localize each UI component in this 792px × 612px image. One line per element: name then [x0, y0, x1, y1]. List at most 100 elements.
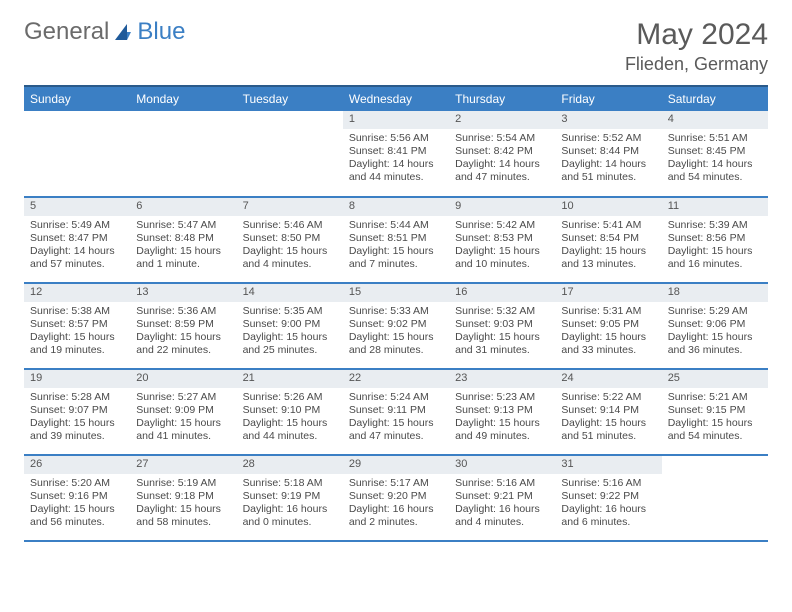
calendar-day-cell: 12Sunrise: 5:38 AMSunset: 8:57 PMDayligh… — [24, 283, 130, 369]
calendar-day-cell: 15Sunrise: 5:33 AMSunset: 9:02 PMDayligh… — [343, 283, 449, 369]
calendar-day-cell: 28Sunrise: 5:18 AMSunset: 9:19 PMDayligh… — [237, 455, 343, 541]
sunset-line: Sunset: 8:57 PM — [30, 318, 124, 331]
sunset-line: Sunset: 9:19 PM — [243, 490, 337, 503]
day-number: 17 — [555, 284, 661, 302]
sunset-line: Sunset: 9:02 PM — [349, 318, 443, 331]
day-number: 30 — [449, 456, 555, 474]
sunrise-line: Sunrise: 5:41 AM — [561, 219, 655, 232]
sunset-line: Sunset: 9:00 PM — [243, 318, 337, 331]
sunset-line: Sunset: 9:14 PM — [561, 404, 655, 417]
sunset-line: Sunset: 9:15 PM — [668, 404, 762, 417]
day-details: Sunrise: 5:54 AMSunset: 8:42 PMDaylight:… — [449, 129, 555, 189]
sunset-line: Sunset: 9:20 PM — [349, 490, 443, 503]
daylight-line: Daylight: 15 hours and 7 minutes. — [349, 245, 443, 271]
sunrise-line: Sunrise: 5:17 AM — [349, 477, 443, 490]
day-number: 6 — [130, 198, 236, 216]
day-details: Sunrise: 5:39 AMSunset: 8:56 PMDaylight:… — [662, 216, 768, 276]
calendar-day-cell: 11Sunrise: 5:39 AMSunset: 8:56 PMDayligh… — [662, 197, 768, 283]
sunset-line: Sunset: 9:07 PM — [30, 404, 124, 417]
calendar-day-cell: 27Sunrise: 5:19 AMSunset: 9:18 PMDayligh… — [130, 455, 236, 541]
weekday-header: Wednesday — [343, 86, 449, 111]
calendar-day-cell: 2Sunrise: 5:54 AMSunset: 8:42 PMDaylight… — [449, 111, 555, 197]
day-number: 3 — [555, 111, 661, 129]
daylight-line: Daylight: 15 hours and 25 minutes. — [243, 331, 337, 357]
calendar-day-cell — [662, 455, 768, 541]
day-details: Sunrise: 5:36 AMSunset: 8:59 PMDaylight:… — [130, 302, 236, 362]
calendar-day-cell: 23Sunrise: 5:23 AMSunset: 9:13 PMDayligh… — [449, 369, 555, 455]
calendar-day-cell: 20Sunrise: 5:27 AMSunset: 9:09 PMDayligh… — [130, 369, 236, 455]
location: Flieden, Germany — [625, 54, 768, 75]
daylight-line: Daylight: 16 hours and 0 minutes. — [243, 503, 337, 529]
calendar-day-cell: 16Sunrise: 5:32 AMSunset: 9:03 PMDayligh… — [449, 283, 555, 369]
sunrise-line: Sunrise: 5:31 AM — [561, 305, 655, 318]
day-details: Sunrise: 5:38 AMSunset: 8:57 PMDaylight:… — [24, 302, 130, 362]
day-number: 7 — [237, 198, 343, 216]
sunrise-line: Sunrise: 5:39 AM — [668, 219, 762, 232]
sunset-line: Sunset: 8:47 PM — [30, 232, 124, 245]
day-details: Sunrise: 5:35 AMSunset: 9:00 PMDaylight:… — [237, 302, 343, 362]
day-details: Sunrise: 5:52 AMSunset: 8:44 PMDaylight:… — [555, 129, 661, 189]
sunrise-line: Sunrise: 5:24 AM — [349, 391, 443, 404]
sunset-line: Sunset: 9:18 PM — [136, 490, 230, 503]
calendar-day-cell: 5Sunrise: 5:49 AMSunset: 8:47 PMDaylight… — [24, 197, 130, 283]
daylight-line: Daylight: 15 hours and 54 minutes. — [668, 417, 762, 443]
day-details: Sunrise: 5:29 AMSunset: 9:06 PMDaylight:… — [662, 302, 768, 362]
daylight-line: Daylight: 15 hours and 1 minute. — [136, 245, 230, 271]
weekday-header: Thursday — [449, 86, 555, 111]
sunrise-line: Sunrise: 5:23 AM — [455, 391, 549, 404]
sunrise-line: Sunrise: 5:46 AM — [243, 219, 337, 232]
calendar-day-cell — [130, 111, 236, 197]
day-number: 31 — [555, 456, 661, 474]
logo-text-1: General — [24, 18, 109, 46]
sunrise-line: Sunrise: 5:54 AM — [455, 132, 549, 145]
calendar-table: SundayMondayTuesdayWednesdayThursdayFrid… — [24, 85, 768, 542]
calendar-day-cell: 30Sunrise: 5:16 AMSunset: 9:21 PMDayligh… — [449, 455, 555, 541]
daylight-line: Daylight: 15 hours and 19 minutes. — [30, 331, 124, 357]
daylight-line: Daylight: 15 hours and 28 minutes. — [349, 331, 443, 357]
header: General Blue May 2024 Flieden, Germany — [24, 18, 768, 75]
sunset-line: Sunset: 9:11 PM — [349, 404, 443, 417]
day-details: Sunrise: 5:41 AMSunset: 8:54 PMDaylight:… — [555, 216, 661, 276]
calendar-day-cell: 24Sunrise: 5:22 AMSunset: 9:14 PMDayligh… — [555, 369, 661, 455]
day-details: Sunrise: 5:22 AMSunset: 9:14 PMDaylight:… — [555, 388, 661, 448]
day-details: Sunrise: 5:49 AMSunset: 8:47 PMDaylight:… — [24, 216, 130, 276]
weekday-header: Tuesday — [237, 86, 343, 111]
sunset-line: Sunset: 9:10 PM — [243, 404, 337, 417]
sunset-line: Sunset: 8:44 PM — [561, 145, 655, 158]
sunset-line: Sunset: 9:16 PM — [30, 490, 124, 503]
day-number: 28 — [237, 456, 343, 474]
day-number: 16 — [449, 284, 555, 302]
day-details: Sunrise: 5:16 AMSunset: 9:21 PMDaylight:… — [449, 474, 555, 534]
day-number: 12 — [24, 284, 130, 302]
day-number: 27 — [130, 456, 236, 474]
calendar-day-cell: 18Sunrise: 5:29 AMSunset: 9:06 PMDayligh… — [662, 283, 768, 369]
sunrise-line: Sunrise: 5:42 AM — [455, 219, 549, 232]
day-number: 9 — [449, 198, 555, 216]
daylight-line: Daylight: 15 hours and 16 minutes. — [668, 245, 762, 271]
sunset-line: Sunset: 9:06 PM — [668, 318, 762, 331]
daylight-line: Daylight: 15 hours and 41 minutes. — [136, 417, 230, 443]
day-number: 29 — [343, 456, 449, 474]
day-details: Sunrise: 5:46 AMSunset: 8:50 PMDaylight:… — [237, 216, 343, 276]
daylight-line: Daylight: 15 hours and 33 minutes. — [561, 331, 655, 357]
sunset-line: Sunset: 9:05 PM — [561, 318, 655, 331]
calendar-week-row: 1Sunrise: 5:56 AMSunset: 8:41 PMDaylight… — [24, 111, 768, 197]
day-details: Sunrise: 5:51 AMSunset: 8:45 PMDaylight:… — [662, 129, 768, 189]
weekday-header: Sunday — [24, 86, 130, 111]
sunset-line: Sunset: 8:56 PM — [668, 232, 762, 245]
sunrise-line: Sunrise: 5:44 AM — [349, 219, 443, 232]
daylight-line: Daylight: 15 hours and 44 minutes. — [243, 417, 337, 443]
day-number: 4 — [662, 111, 768, 129]
sunrise-line: Sunrise: 5:20 AM — [30, 477, 124, 490]
sunrise-line: Sunrise: 5:35 AM — [243, 305, 337, 318]
sunrise-line: Sunrise: 5:47 AM — [136, 219, 230, 232]
sunrise-line: Sunrise: 5:36 AM — [136, 305, 230, 318]
sunrise-line: Sunrise: 5:16 AM — [561, 477, 655, 490]
day-number: 23 — [449, 370, 555, 388]
daylight-line: Daylight: 16 hours and 2 minutes. — [349, 503, 443, 529]
logo-sail-icon — [113, 22, 133, 42]
weekday-header: Saturday — [662, 86, 768, 111]
sunset-line: Sunset: 8:48 PM — [136, 232, 230, 245]
daylight-line: Daylight: 15 hours and 36 minutes. — [668, 331, 762, 357]
sunrise-line: Sunrise: 5:26 AM — [243, 391, 337, 404]
